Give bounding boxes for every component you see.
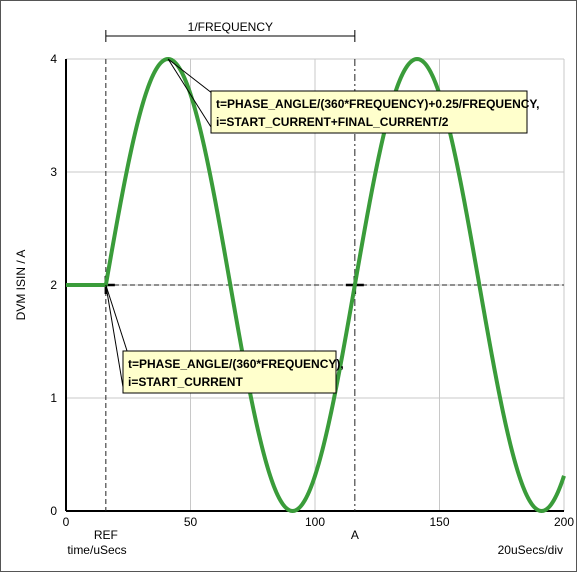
y-tick-labels: 0 1 2 3 4 [50, 52, 57, 518]
y-axis-label: DVM ISIN / A [14, 250, 28, 321]
x-axis-label: time/uSecs [67, 543, 126, 557]
a-marker-label: A [351, 528, 359, 542]
annotation-leader-bottom-1 [105, 284, 124, 388]
y-tick-label-2: 2 [50, 278, 57, 292]
period-dimension: 1/FREQUENCY [105, 20, 356, 42]
ref-marker-label: REF [94, 528, 118, 542]
annotation-leader-bottom-0 [167, 58, 212, 128]
annotation-leader-top-0 [167, 58, 218, 98]
annotation-box-0 [210, 90, 528, 134]
annotation-line2-0: i=START_CURRENT+FINAL_CURRENT/2 [216, 115, 449, 129]
y-tick-label-0: 0 [50, 504, 57, 518]
x-tick-labels: 0 50 100 150 200 [63, 515, 575, 529]
scale-label: 20uSecs/div [498, 543, 563, 557]
y-tick-label-3: 3 [50, 165, 57, 179]
x-tick-label-2: 100 [305, 515, 325, 529]
period-label: 1/FREQUENCY [188, 20, 273, 34]
series-line-0 [65, 57, 566, 513]
y-tick-label-4: 4 [50, 52, 57, 66]
x-tick-label-3: 150 [429, 515, 449, 529]
annotation-line2-1: i=START_CURRENT [128, 375, 243, 389]
annotation-line1-1: t=PHASE_ANGLE/(360*FREQUENCY), [128, 357, 344, 371]
x-tick-label-4: 200 [554, 515, 574, 529]
y-tick-label-1: 1 [50, 391, 57, 405]
series-group [65, 57, 566, 513]
annotation-box-1 [122, 350, 337, 394]
annotation-leader-top-1 [105, 284, 130, 358]
annotation-line1-0: t=PHASE_ANGLE/(360*FREQUENCY)+0.25/FREQU… [216, 97, 539, 111]
x-tick-label-1: 50 [184, 515, 198, 529]
annotations: t=PHASE_ANGLE/(360*FREQUENCY)+0.25/FREQU… [105, 58, 539, 394]
x-tick-label-0: 0 [63, 515, 70, 529]
